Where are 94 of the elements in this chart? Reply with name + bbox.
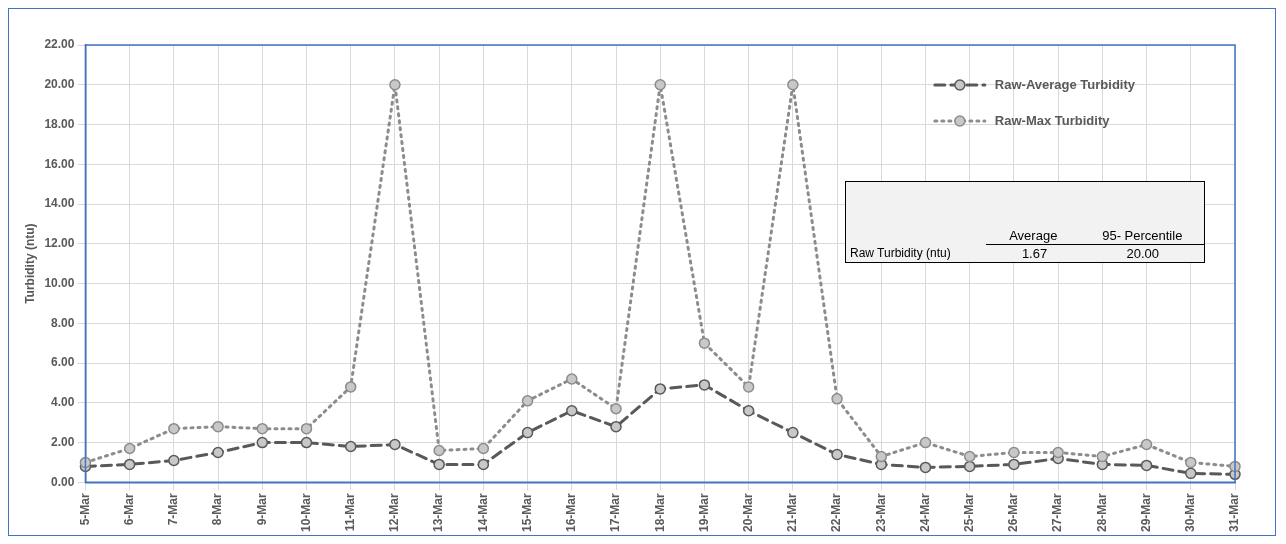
point — [1096, 450, 1109, 463]
y-tick-label: 8.00 — [51, 315, 75, 330]
point — [566, 405, 578, 417]
x-tick-label: 22-Mar — [829, 492, 844, 532]
point — [1008, 458, 1020, 471]
x-tick-label: 26-Mar — [1006, 492, 1021, 532]
x-tick-label: 5-Mar — [77, 492, 92, 526]
x-tick-label: 6-Mar — [121, 492, 136, 526]
point — [433, 444, 445, 457]
x-tick-label: 30-Mar — [1183, 492, 1198, 532]
y-tick-label: 2.00 — [51, 434, 75, 449]
point — [566, 373, 578, 385]
y-tick-label: 10.00 — [44, 275, 75, 290]
point — [477, 458, 490, 471]
point — [742, 381, 755, 393]
point — [698, 337, 711, 349]
x-tick-label: 24-Mar — [917, 492, 932, 532]
point — [963, 450, 976, 463]
point — [300, 422, 313, 435]
point — [389, 79, 401, 91]
x-tick-label: 16-Mar — [564, 492, 579, 532]
point — [433, 458, 445, 471]
x-tick-label: 21-Mar — [785, 492, 800, 532]
x-tick-label: 29-Mar — [1138, 492, 1153, 532]
point — [1140, 459, 1153, 472]
point — [521, 395, 534, 407]
point — [787, 426, 799, 439]
x-tick-label: 9-Mar — [254, 492, 269, 526]
point — [212, 446, 224, 459]
x-tick-label: 12-Mar — [387, 492, 402, 532]
y-tick-label: 4.00 — [51, 395, 75, 410]
point — [1185, 456, 1197, 469]
point — [123, 458, 136, 471]
point — [256, 436, 269, 449]
y-tick-label: 12.00 — [44, 236, 75, 251]
point — [300, 436, 313, 449]
point — [1185, 467, 1197, 480]
point — [654, 79, 666, 91]
x-tick-label: 10-Mar — [298, 492, 313, 532]
point — [389, 438, 401, 451]
point — [610, 420, 622, 433]
x-tick-label: 28-Mar — [1094, 492, 1109, 532]
x-tick-label: 27-Mar — [1050, 492, 1065, 532]
point — [344, 440, 357, 453]
legend-label: Raw-Average Turbidity — [994, 76, 1136, 92]
y-tick-label: 6.00 — [51, 355, 75, 370]
point — [123, 442, 136, 455]
x-tick-label: 25-Mar — [962, 492, 977, 532]
x-tick-label: 18-Mar — [652, 492, 667, 532]
x-tick-label: 17-Mar — [608, 492, 623, 532]
y-tick-label: 16.00 — [44, 156, 75, 171]
point — [875, 450, 888, 463]
annotation: Raw Turbidity (ntu) — [849, 245, 952, 262]
point — [1140, 438, 1153, 451]
point — [610, 403, 622, 415]
x-tick-label: 14-Mar — [475, 492, 490, 532]
point — [831, 448, 843, 461]
point — [168, 454, 180, 467]
point — [212, 420, 224, 433]
point — [256, 422, 269, 435]
point — [477, 442, 490, 455]
point — [654, 383, 666, 395]
y-tick-label: 14.00 — [44, 196, 75, 211]
x-tick-label: 23-Mar — [873, 492, 888, 532]
point — [963, 460, 976, 473]
point — [919, 461, 932, 474]
x-tick-label: 13-Mar — [431, 492, 446, 532]
point — [831, 393, 843, 405]
annotation: Average — [1008, 227, 1059, 244]
x-tick-label: 7-Mar — [166, 492, 181, 526]
point — [919, 436, 932, 449]
point — [698, 379, 711, 391]
x-tick-label: 15-Mar — [519, 492, 534, 532]
point — [742, 405, 755, 417]
annotation: 1.67 — [1020, 245, 1049, 262]
x-tick-label: 8-Mar — [210, 492, 225, 526]
point — [521, 426, 534, 439]
y-tick-label: 0.00 — [51, 474, 75, 489]
legend-label: Raw-Max Turbidity — [994, 112, 1111, 128]
y-axis-title: Turbidity (ntu) — [22, 223, 37, 304]
point — [1008, 446, 1020, 459]
y-tick-label: 18.00 — [44, 116, 75, 131]
y-tick-label: 20.00 — [44, 77, 75, 92]
x-tick-label: 20-Mar — [740, 492, 755, 532]
point — [344, 381, 357, 393]
x-tick-label: 31-Mar — [1227, 492, 1242, 532]
y-tick-label: 22.00 — [44, 37, 75, 52]
point — [168, 422, 180, 435]
x-tick-label: 11-Mar — [343, 493, 358, 532]
point — [1052, 446, 1064, 459]
annotation: 20.00 — [1125, 245, 1160, 262]
x-tick-label: 19-Mar — [696, 492, 711, 532]
point — [787, 79, 799, 91]
annotation: 95- Percentile — [1101, 227, 1184, 244]
